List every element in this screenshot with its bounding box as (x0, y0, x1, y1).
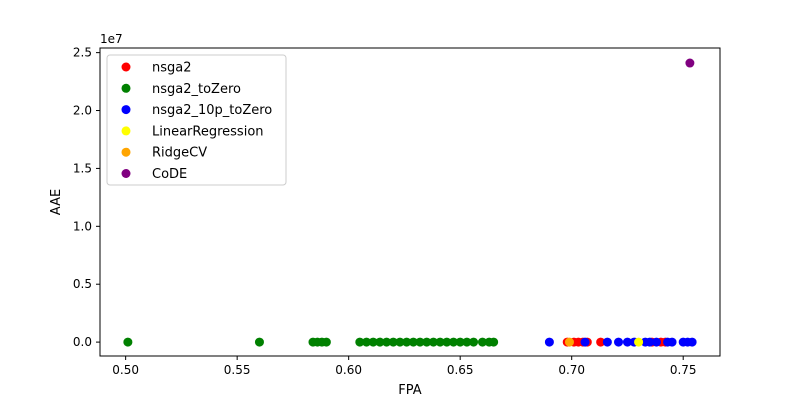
point-nsga2-tozero (435, 337, 445, 347)
y-tick-label: 1.5 (73, 161, 92, 175)
point-nsga2-tozero (469, 337, 479, 347)
legend-marker-nsga2-10p-tozero (121, 105, 131, 115)
point-nsga2-tozero (375, 337, 385, 347)
point-nsga2 (596, 337, 606, 347)
point-nsga2-tozero (362, 337, 372, 347)
legend-marker-ridgecv (121, 147, 131, 157)
y-tick-label: 0.5 (73, 277, 92, 291)
point-linearregression (634, 337, 644, 347)
legend-label-nsga2-tozero: nsga2_toZero (152, 82, 241, 97)
point-nsga2-tozero (408, 337, 418, 347)
plot-frame (99, 47, 721, 357)
x-tick-label: 0.55 (224, 363, 251, 377)
legend-items: nsga2 nsga2_toZero nsga2_10p_toZero LinearR… (121, 61, 272, 182)
x-axis-label: FPA (398, 383, 421, 398)
point-nsga2-tozero (321, 337, 331, 347)
x-tick-label: 0.70 (558, 363, 585, 377)
point-nsga2-tozero (477, 337, 487, 347)
legend-label-ridgecv: RidgeCV (152, 146, 207, 161)
point-nsga2-tozero (388, 337, 398, 347)
point-nsga2-tozero (355, 337, 365, 347)
points-layer (123, 58, 697, 347)
point-nsga2-tozero (368, 337, 378, 347)
point-nsga2-tozero (448, 337, 458, 347)
legend-marker-nsga2-tozero (121, 83, 131, 93)
point-nsga2-tozero (455, 337, 465, 347)
x-axis: 0.50 0.55 0.60 0.65 0.70 0.75 (112, 356, 697, 377)
point-nsga2-tozero (462, 337, 472, 347)
legend: nsga2 nsga2_toZero nsga2_10p_toZero LinearR… (106, 54, 287, 186)
point-nsga2-tozero (402, 337, 412, 347)
x-tick-label: 0.50 (112, 363, 139, 377)
point-nsga2-tozero (254, 337, 264, 347)
legend-label-code: CoDE (152, 167, 187, 182)
legend-marker-linearregression (121, 126, 131, 136)
point-nsga2-tozero (415, 337, 425, 347)
y-offset-label: 1e7 (100, 32, 123, 46)
x-tick-label: 0.60 (335, 363, 362, 377)
point-nsga2-10p-tozero (687, 337, 697, 347)
legend-label-linearregression: LinearRegression (152, 124, 264, 139)
y-axis-label: AAE (49, 189, 64, 215)
point-code (685, 58, 695, 68)
point-nsga2-tozero (382, 337, 392, 347)
x-tick-label: 0.65 (447, 363, 474, 377)
point-nsga2-10p-tozero (614, 337, 624, 347)
legend-marker-code (121, 169, 131, 178)
legend-box (106, 54, 287, 186)
y-axis: 0.0 0.5 1.0 1.5 2.0 2.5 (73, 46, 100, 349)
point-nsga2-tozero (489, 337, 499, 347)
point-nsga2-10p-tozero (544, 337, 554, 347)
x-tick-label: 0.75 (670, 363, 697, 377)
point-nsga2-tozero (123, 337, 133, 347)
point-nsga2-10p-tozero (622, 337, 632, 347)
point-ridgecv (564, 337, 574, 347)
point-nsga2-10p-tozero (667, 337, 677, 347)
legend-label-nsga2-10p-tozero: nsga2_10p_toZero (152, 103, 272, 118)
point-nsga2-10p-tozero (651, 337, 661, 347)
point-nsga2-tozero (428, 337, 438, 347)
legend-marker-nsga2 (121, 62, 131, 72)
point-nsga2-10p-tozero (645, 337, 655, 347)
point-nsga2-10p-tozero (602, 337, 612, 347)
y-tick-label: 0.0 (73, 335, 92, 349)
point-nsga2-10p-tozero (580, 337, 590, 347)
legend-label-nsga2: nsga2 (152, 61, 192, 76)
point-nsga2-tozero (395, 337, 405, 347)
point-nsga2-tozero (422, 337, 432, 347)
point-nsga2-tozero (442, 337, 452, 347)
y-tick-label: 2.0 (73, 104, 92, 118)
y-tick-label: 2.5 (73, 46, 92, 60)
y-tick-label: 1.0 (73, 219, 92, 233)
